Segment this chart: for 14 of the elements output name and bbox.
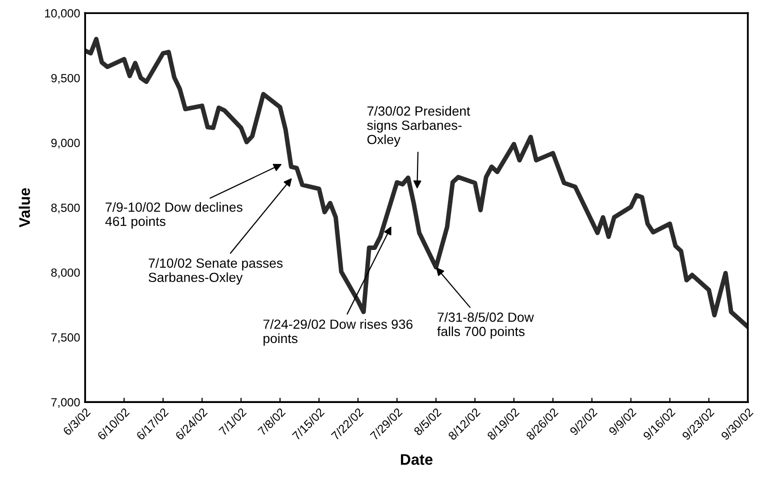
x-axis-title: Date (400, 454, 433, 465)
annotation: 7/9-10/02 Dow declines 461 points (105, 202, 242, 229)
y-tick-label: 10,000 (45, 9, 80, 19)
annotation: 7/31-8/5/02 Dow falls 700 points (437, 312, 534, 339)
y-tick-label: 7,500 (51, 333, 80, 344)
y-axis-title: Value (18, 188, 30, 228)
y-tick-label: 8,000 (51, 268, 80, 278)
y-tick-label: 9,000 (51, 138, 80, 149)
y-tick-label: 7,000 (51, 398, 80, 408)
y-tick-label: 9,500 (51, 74, 80, 84)
y-tick-label: 8,500 (51, 204, 80, 214)
annotation: 7/30/02 President signs Sarbanes- Oxley (367, 106, 470, 147)
annotation: 7/10/02 Senate passes Sarbanes-Oxley (148, 258, 283, 285)
annotation: 7/24-29/02 Dow rises 936 points (263, 319, 413, 346)
